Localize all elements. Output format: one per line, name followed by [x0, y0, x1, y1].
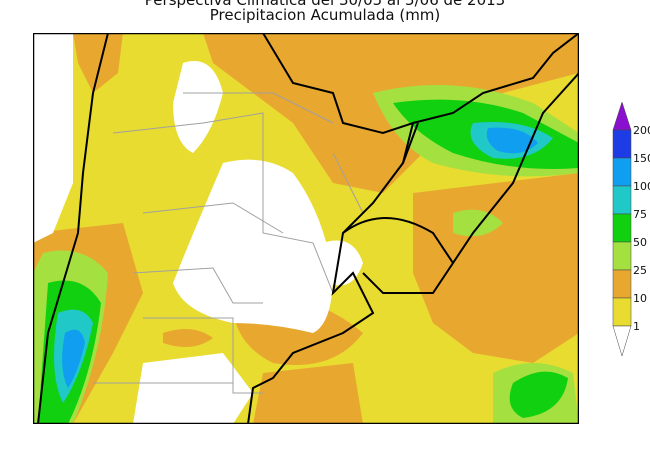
legend-label: 100	[633, 180, 650, 193]
legend-swatch-75	[612, 185, 632, 215]
legend-swatch-50	[612, 213, 632, 243]
legend-swatch-10	[612, 269, 632, 299]
province-lines	[93, 92, 364, 394]
color-legend	[612, 101, 632, 357]
legend-swatch-150	[612, 129, 632, 159]
map-frame	[33, 33, 579, 424]
legend-swatch-below-1	[612, 325, 632, 357]
legend-label: 50	[633, 236, 647, 249]
legend-label: 200	[633, 124, 650, 137]
map-subtitle: Precipitacion Acumulada (mm)	[209, 6, 441, 24]
country-borders	[37, 33, 579, 424]
legend-label: 1	[633, 320, 640, 333]
legend-swatch-25	[612, 241, 632, 271]
legend-swatch-100	[612, 157, 632, 187]
map-title: Perspectiva Climatica del 30/05 al 5/06 …	[144, 0, 506, 9]
orange-areas	[33, 33, 579, 424]
precipitation-map	[33, 33, 579, 424]
blue-areas	[62, 127, 538, 388]
legend-label: 75	[633, 208, 647, 221]
legend-label: 150	[633, 152, 650, 165]
legend-swatch-1	[612, 297, 632, 327]
legend-swatch-200-plus	[612, 101, 632, 131]
legend-label: 10	[633, 292, 647, 305]
legend-label: 25	[633, 264, 647, 277]
